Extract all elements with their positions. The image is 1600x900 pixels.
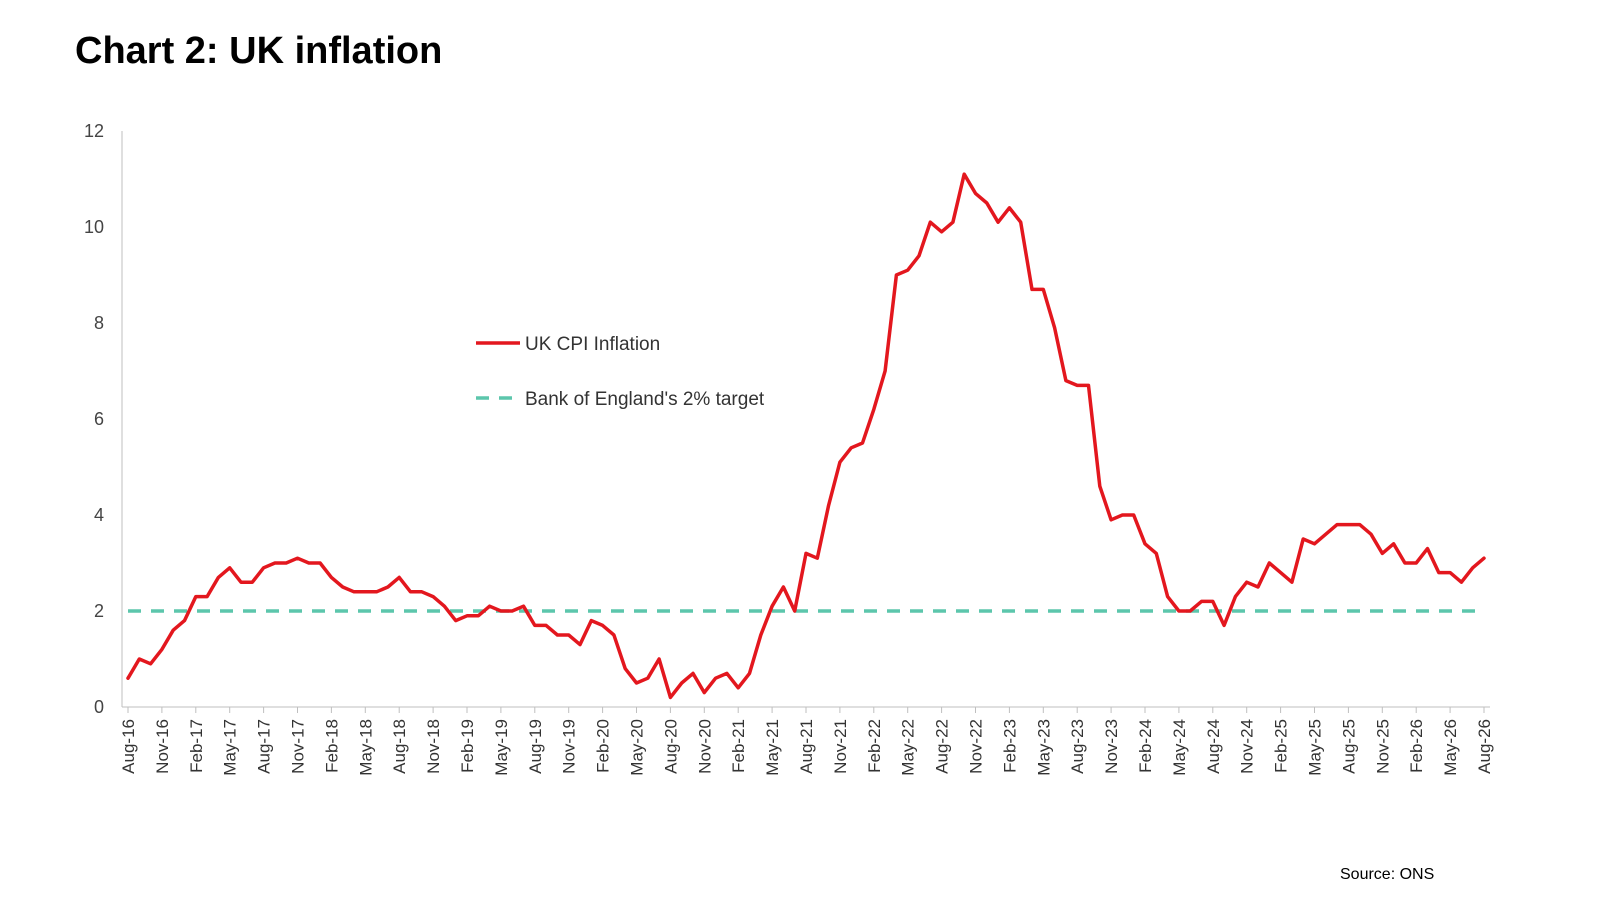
x-tick-label: May-24 [1170,719,1189,776]
x-tick-label: Feb-22 [865,719,884,773]
x-tick-label: Feb-26 [1407,719,1426,773]
legend-cpi-label: UK CPI Inflation [525,334,660,355]
x-tick-label: Feb-21 [729,719,748,773]
x-tick-label: Feb-25 [1272,719,1291,773]
x-tick-label: May-22 [899,719,918,776]
x-tick-label: Aug-22 [933,719,952,774]
x-tick-label: Nov-25 [1373,719,1392,774]
x-tick-label: Aug-18 [390,719,409,774]
x-tick-label: May-18 [356,719,375,776]
x-tick-label: Feb-18 [322,719,341,773]
x-tick-label: May-23 [1034,719,1053,776]
cpi-series [126,172,1486,700]
cpi-line [126,172,1486,700]
x-tick-label: Feb-24 [1136,719,1155,773]
x-tick-label: May-21 [763,719,782,776]
axes [121,131,1490,708]
x-tick-label: Aug-17 [255,719,274,774]
y-tick-label: 2 [94,601,104,621]
x-axis-ticks: Aug-16 Nov-16 Feb-17 May-17 Aug-17 Nov-17 Feb-… [119,707,1494,776]
x-tick-label: Nov-19 [560,719,579,774]
x-tick-label: May-19 [492,719,511,776]
x-tick-label: Aug-21 [797,719,816,774]
x-tick-label: Aug-26 [1475,719,1494,774]
x-tick-label: Nov-16 [153,719,172,774]
y-tick-label: 0 [94,697,104,717]
source-note: Source: ONS [1340,866,1435,883]
x-tick-label: May-17 [221,719,240,776]
y-tick-label: 10 [84,217,104,237]
x-tick-label: May-25 [1306,719,1325,776]
y-axis-ticks: 0 2 4 6 8 10 12 [84,121,104,717]
x-tick-label: Aug-16 [119,719,138,774]
x-tick-label: Nov-18 [424,719,443,774]
y-tick-label: 12 [84,121,104,141]
x-tick-label: Nov-17 [289,719,308,774]
y-tick-label: 4 [94,505,104,525]
x-tick-label: Feb-19 [458,719,477,773]
chart-title: Chart 2: UK inflation [75,30,443,72]
legend: UK CPI Inflation Bank of England's 2% ta… [476,334,765,410]
y-tick-label: 8 [94,313,104,333]
x-tick-label: Aug-24 [1204,719,1223,774]
x-tick-label: Feb-23 [1000,719,1019,773]
x-tick-label: Aug-25 [1339,719,1358,774]
x-tick-label: Nov-24 [1238,719,1257,774]
x-tick-label: Nov-20 [695,719,714,774]
y-tick-label: 6 [94,409,104,429]
x-tick-label: Nov-22 [967,719,986,774]
x-tick-label: Nov-21 [831,719,850,774]
x-tick-label: Nov-23 [1102,719,1121,774]
x-tick-label: May-26 [1441,719,1460,776]
x-tick-label: Aug-19 [526,719,545,774]
x-tick-label: Aug-20 [661,719,680,774]
legend-target-label: Bank of England's 2% target [525,389,765,410]
x-tick-label: Aug-23 [1068,719,1087,774]
x-tick-label: Feb-17 [187,719,206,773]
x-tick-label: May-20 [628,719,647,776]
x-tick-label: Feb-20 [594,719,613,773]
